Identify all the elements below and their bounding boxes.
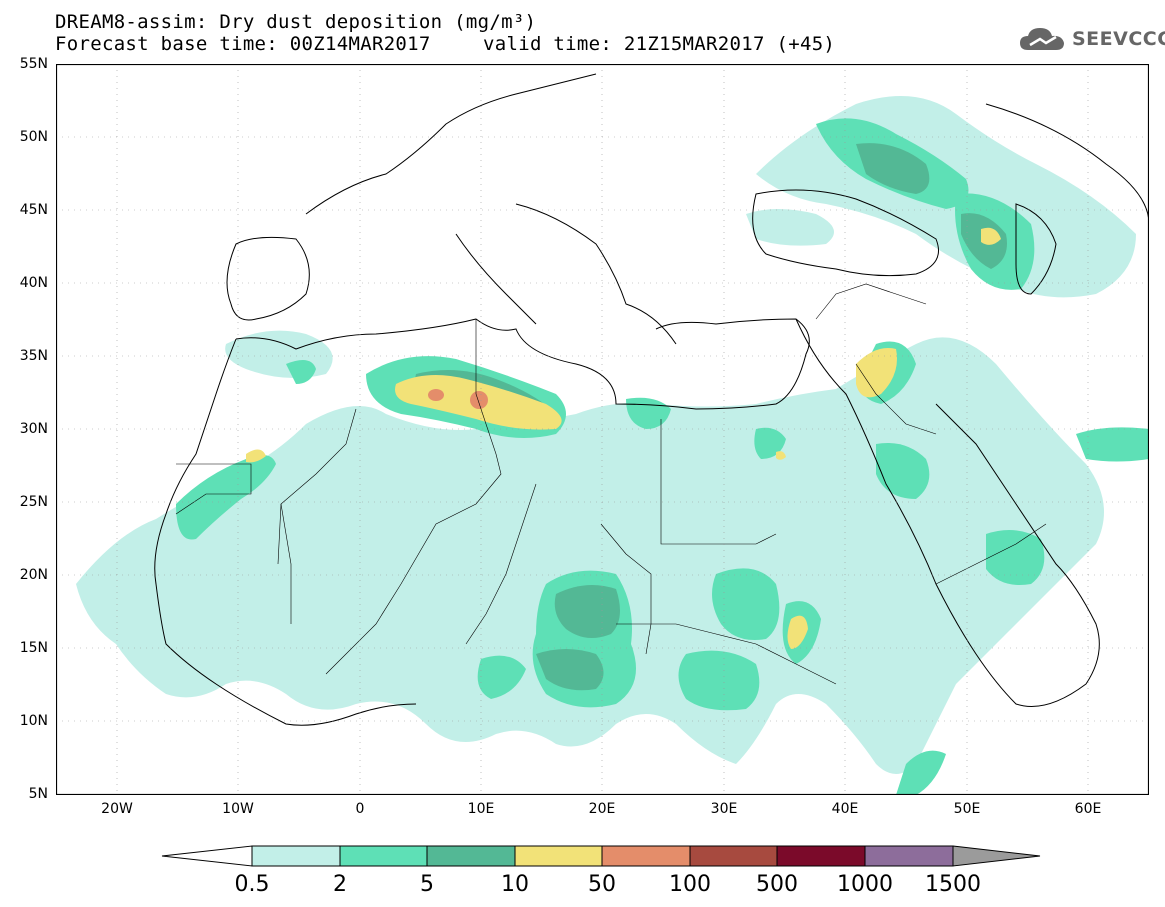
country-borders <box>175 283 1047 685</box>
colorbar-label: 50 <box>588 872 616 897</box>
forecast-base-time: Forecast base time: 00Z14MAR2017 <box>55 33 431 55</box>
lat-label: 30N <box>19 421 48 437</box>
lat-label: 45N <box>19 202 48 218</box>
lat-label: 10N <box>19 713 48 729</box>
colorbar-swatch <box>251 845 341 867</box>
colorbar-label: 500 <box>756 872 798 897</box>
lat-label: 35N <box>19 348 48 364</box>
logo-text: SEEVCCC <box>1072 28 1165 50</box>
colorbar-swatch <box>514 845 603 867</box>
dust-fields <box>76 96 1149 795</box>
colorbar-label: 2 <box>333 872 347 897</box>
lat-label: 20N <box>19 567 48 583</box>
colorbar-swatch <box>601 845 691 867</box>
lon-label: 40E <box>831 801 859 817</box>
colorbar-low-arrow <box>161 845 253 867</box>
map-title: DREAM8-assim: Dry dust deposition (mg/m³… <box>55 11 537 33</box>
colorbar-swatch <box>776 845 866 867</box>
lon-label: 30E <box>710 801 738 817</box>
valid-time: valid time: 21Z15MAR2017 (+45) <box>483 33 836 55</box>
lon-label: 10E <box>467 801 495 817</box>
colorbar-swatch <box>426 845 516 867</box>
colorbar-label: 0.5 <box>234 872 270 897</box>
colorbar-label: 100 <box>669 872 711 897</box>
lat-label: 50N <box>19 129 48 145</box>
colorbar-label: 10 <box>501 872 529 897</box>
cloud-icon <box>1020 28 1064 50</box>
lat-label: 40N <box>19 275 48 291</box>
colorbar-swatch <box>864 845 954 867</box>
seevccc-logo: SEEVCCC <box>1018 22 1165 56</box>
coastlines <box>154 73 1149 726</box>
colorbar-label: 5 <box>420 872 434 897</box>
colorbar-swatch <box>339 845 428 867</box>
lat-label: 15N <box>19 640 48 656</box>
lon-label: 10W <box>222 801 254 817</box>
lat-label: 25N <box>19 494 48 510</box>
lon-label: 20E <box>588 801 616 817</box>
lon-label: 20W <box>101 801 133 817</box>
colorbar-label: 1000 <box>837 872 893 897</box>
colorbar <box>161 845 1041 867</box>
graticule <box>56 64 1149 795</box>
lat-label: 55N <box>19 56 48 72</box>
colorbar-high-arrow <box>952 845 1041 867</box>
lon-label: 50E <box>953 801 981 817</box>
dust-deposition-map <box>56 64 1149 795</box>
colorbar-swatch <box>689 845 778 867</box>
lon-label: 0 <box>355 801 365 817</box>
lat-label: 5N <box>28 786 48 802</box>
colorbar-label: 1500 <box>925 872 981 897</box>
lon-label: 60E <box>1074 801 1102 817</box>
